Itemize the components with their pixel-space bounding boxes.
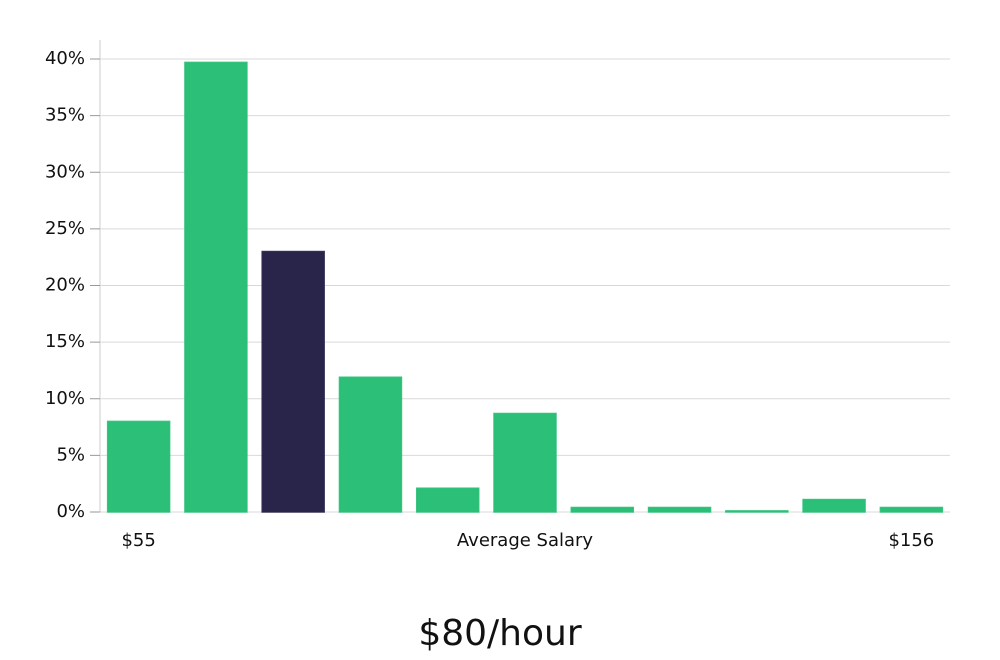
x-axis-label: Average Salary (457, 530, 594, 551)
y-tick-label: 30% (45, 161, 85, 182)
y-tick-label: 0% (56, 501, 85, 522)
bar (570, 506, 635, 513)
x-tick-label: $55 (121, 530, 155, 551)
bar (725, 510, 789, 513)
bar (184, 61, 248, 513)
bar (802, 498, 866, 513)
y-tick-label: 35% (45, 105, 85, 126)
y-tick-label: 15% (45, 331, 85, 352)
x-tick-label: $156 (888, 530, 934, 551)
bar (415, 487, 480, 513)
bar (493, 412, 557, 513)
y-tick-label: 5% (56, 444, 85, 465)
y-tick-label: 20% (45, 275, 85, 296)
bar (106, 420, 171, 513)
bar (647, 506, 712, 513)
bar (261, 250, 325, 513)
bar (879, 506, 944, 513)
y-tick-label: 40% (45, 48, 85, 69)
bar (338, 376, 403, 513)
annotation: $80/hour (418, 613, 582, 654)
y-tick-label: 25% (45, 218, 85, 239)
y-tick-label: 10% (45, 388, 85, 409)
